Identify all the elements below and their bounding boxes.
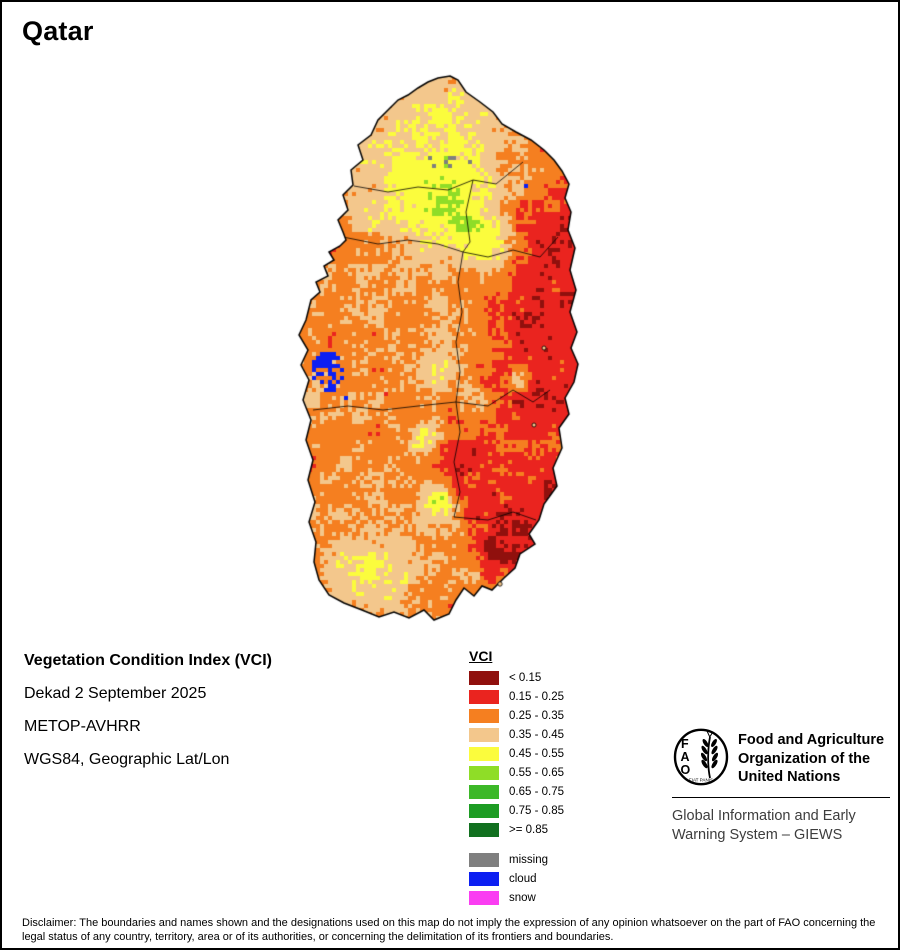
legend-label: 0.75 - 0.85 [509, 805, 564, 817]
legend-row: 0.75 - 0.85 [469, 804, 619, 818]
legend-row: < 0.15 [469, 671, 619, 685]
legend-swatch [469, 891, 499, 905]
legend-row: >= 0.85 [469, 823, 619, 837]
legend-row: 0.15 - 0.25 [469, 690, 619, 704]
footer-divider [672, 796, 890, 798]
legend-row: cloud [469, 872, 619, 886]
legend-swatch [469, 709, 499, 723]
legend-swatch [469, 747, 499, 761]
page-title: Qatar [22, 16, 94, 46]
legend-row: 0.45 - 0.55 [469, 747, 619, 761]
legend-label: 0.15 - 0.25 [509, 691, 564, 703]
legend-label: < 0.15 [509, 672, 542, 684]
qatar-map [288, 72, 588, 632]
disclaimer-text: Disclaimer: The boundaries and names sho… [22, 917, 876, 943]
legend-row: 0.65 - 0.75 [469, 785, 619, 799]
legend-label: 0.35 - 0.45 [509, 729, 564, 741]
qatar-vci-map-canvas [288, 72, 588, 632]
fao-identity: F A O FIAT PANIS Food and Agriculture Or… [672, 728, 890, 787]
legend-row: 0.25 - 0.35 [469, 709, 619, 723]
legend-swatch [469, 671, 499, 685]
legend-title: VCI [469, 648, 493, 664]
legend-label: cloud [509, 873, 537, 885]
giews-label: Global Information and Early Warning Sys… [672, 807, 890, 845]
legend-label: 0.55 - 0.65 [509, 767, 564, 779]
giews-line: Global Information and Early [672, 807, 856, 824]
fao-org-line: Organization of the [738, 750, 871, 767]
legend-label: missing [509, 854, 548, 866]
svg-text:A: A [681, 750, 690, 764]
fao-org-line: Food and Agriculture [738, 732, 885, 748]
info-dekad: Dekad 2 September 2025 [24, 685, 207, 702]
legend-label: 0.65 - 0.75 [509, 786, 564, 798]
legend-label: 0.25 - 0.35 [509, 710, 564, 722]
fao-footer: F A O FIAT PANIS Food and Agriculture Or… [672, 728, 890, 845]
svg-text:O: O [681, 763, 691, 777]
legend-label: 0.45 - 0.55 [509, 748, 564, 760]
legend-swatch [469, 872, 499, 886]
legend-row: snow [469, 891, 619, 905]
legend-rows: < 0.15 0.15 - 0.25 0.25 - 0.35 0.35 - 0.45 0… [469, 671, 619, 905]
fao-logo-icon: F A O FIAT PANIS [673, 728, 729, 786]
giews-line: Warning System – GIEWS [672, 826, 843, 843]
fao-org-name: Food and Agriculture Organization of the… [738, 728, 884, 787]
info-projection: WGS84, Geographic Lat/Lon [24, 751, 230, 768]
legend-label: >= 0.85 [509, 824, 549, 836]
legend-row: 0.55 - 0.65 [469, 766, 619, 780]
info-index-name: Vegetation Condition Index (VCI) [24, 652, 272, 669]
legend-swatch [469, 804, 499, 818]
legend-row: 0.35 - 0.45 [469, 728, 619, 742]
legend-row: missing [469, 853, 619, 867]
info-sensor: METOP-AVHRR [24, 718, 141, 735]
legend-swatch [469, 853, 499, 867]
legend-swatch [469, 728, 499, 742]
svg-text:F: F [681, 737, 689, 751]
vci-legend: VCI < 0.15 0.15 - 0.25 0.25 - 0.35 0.35 - 0… [469, 648, 619, 910]
legend-swatch [469, 690, 499, 704]
legend-label: snow [509, 892, 536, 904]
legend-swatch [469, 823, 499, 837]
fao-org-line: United Nations [738, 769, 841, 785]
legend-flag-group: missing cloud snow [469, 853, 619, 905]
legend-swatch [469, 785, 499, 799]
legend-swatch [469, 766, 499, 780]
map-info-block: Vegetation Condition Index (VCI) Dekad 2… [24, 652, 354, 784]
legend-class-group: < 0.15 0.15 - 0.25 0.25 - 0.35 0.35 - 0.45 0… [469, 671, 619, 837]
svg-text:FIAT PANIS: FIAT PANIS [689, 778, 713, 783]
